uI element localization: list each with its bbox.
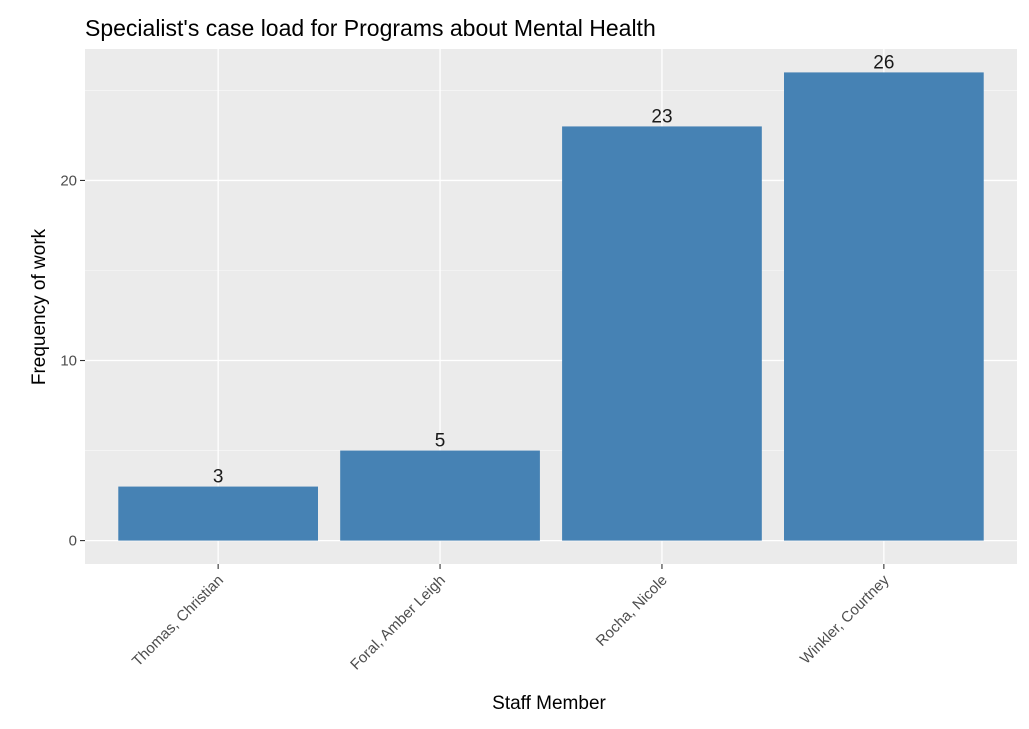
x-tick-label: Rocha, Nicole (593, 572, 671, 650)
x-tick-label: Winkler, Courtney (797, 571, 893, 667)
y-tick-label: 0 (69, 533, 77, 550)
bar (340, 450, 540, 541)
y-tick-label: 20 (60, 172, 77, 189)
bar (118, 486, 319, 541)
bars (118, 72, 984, 541)
data-label: 23 (651, 106, 672, 127)
data-label: 3 (213, 467, 224, 488)
x-tick-label: Thomas, Christian (129, 572, 227, 670)
x-tick-label: Foral, Amber Leigh (347, 572, 449, 674)
data-label: 5 (435, 431, 446, 452)
data-labels: 3 5 23 26 (213, 52, 895, 487)
y-axis: 0 10 20 (60, 172, 85, 550)
chart-title: Specialist's case load for Programs abou… (85, 15, 656, 41)
y-axis-title: Frequency of work (29, 228, 50, 385)
y-tick-label: 10 (60, 353, 77, 370)
x-axis-title: Staff Member (492, 693, 606, 714)
bar (562, 126, 762, 541)
bar (784, 72, 984, 541)
data-label: 26 (873, 52, 894, 73)
x-axis: Thomas, Christian Foral, Amber Leigh Rocha… (129, 564, 893, 673)
